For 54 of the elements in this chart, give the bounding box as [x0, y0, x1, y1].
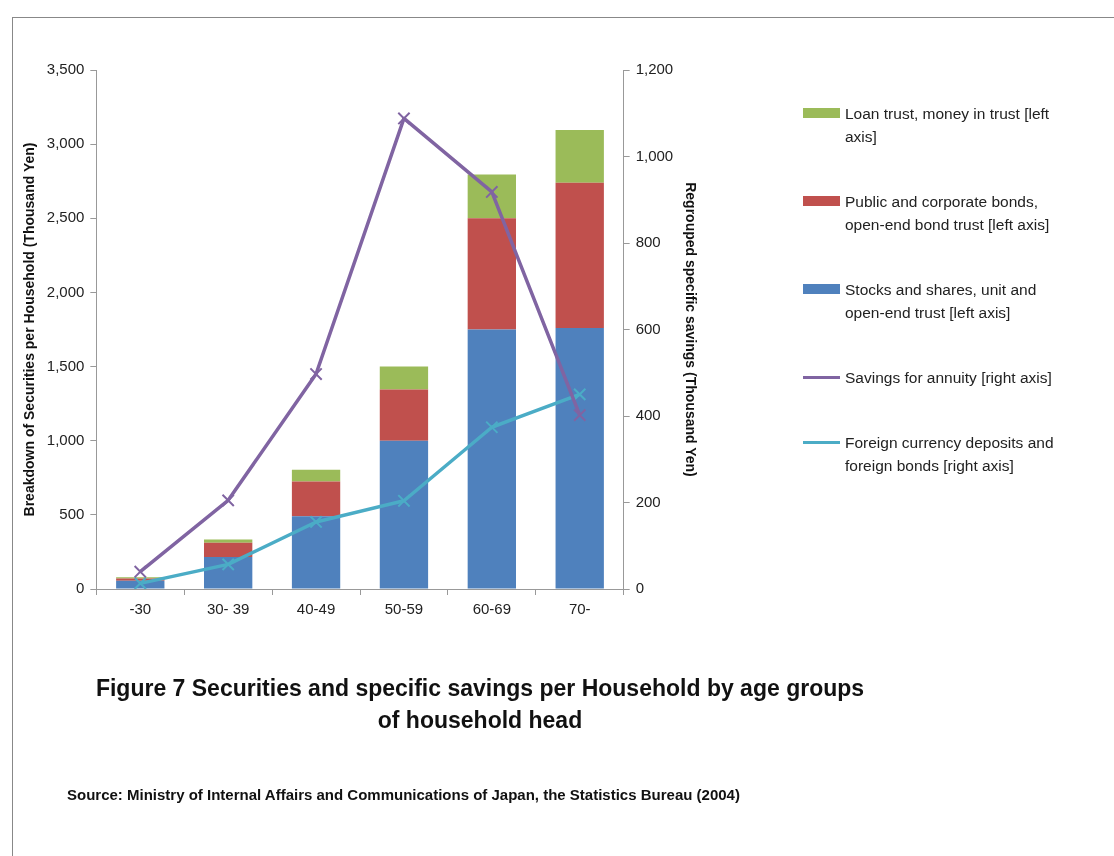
legend-label: Loan trust, money in trust [left axis]: [845, 105, 1050, 145]
y-axis-title: Breakdown of Securities per Household (Thousand Yen): [21, 142, 38, 517]
y-tick-label: 0: [75, 579, 85, 597]
point: [573, 387, 587, 402]
x-tick-label: 70-: [568, 600, 591, 618]
point: [397, 111, 411, 126]
text: Figure 7 Securities and specific savings per Household by age groups of household head: [95, 674, 865, 735]
y-tick-label: 2,500: [46, 208, 85, 226]
y-tick-label: 1,000: [46, 430, 85, 448]
legend-label: Foreign currency deposits and foreign bonds [right axis]: [845, 434, 1054, 474]
y-tick-label: 1,500: [46, 356, 85, 374]
bar: [467, 218, 516, 330]
bar: [291, 469, 341, 482]
x-tick-label: 40-49: [296, 600, 336, 618]
point: [309, 367, 323, 381]
y2-tick-label: 0: [635, 579, 645, 597]
bar: [291, 516, 341, 589]
bar: [379, 440, 429, 589]
y2-axis-title: Regrouped specific savings (Thousand Yen): [682, 182, 699, 477]
bar: [555, 130, 604, 183]
point: [133, 565, 147, 579]
y2-tick-label: 400: [635, 406, 661, 424]
point: [397, 494, 411, 508]
y-tick-label: 3,500: [46, 60, 85, 78]
point: [221, 557, 235, 571]
legend-label: Public and corporate bonds, open-end bond trust [left axis]: [845, 193, 1050, 233]
point: [485, 420, 499, 434]
y2-tick-label: 800: [635, 233, 661, 251]
x-tick-label: 30- 39: [206, 600, 250, 618]
point: [133, 576, 147, 589]
source-note: Source: Ministry of Internal Affairs and Communications of Japan, the Statistics Bureau (2004): [67, 786, 740, 803]
bar: [291, 481, 341, 517]
x-tick-label: 60-69: [472, 600, 512, 618]
y-tick-label: 2,000: [46, 282, 85, 300]
bar: [555, 328, 604, 589]
point: [221, 493, 235, 507]
legend-label: Savings for annuity [right axis]: [845, 369, 1052, 386]
bar: [467, 329, 516, 589]
legend-label: Stocks and shares, unit and open-end trust [left axis]: [845, 281, 1037, 321]
bar: [379, 389, 429, 441]
y2-tick-label: 200: [635, 492, 661, 510]
y-tick-label: 3,000: [46, 134, 85, 152]
bar: [204, 539, 253, 543]
y2-tick-label: 600: [635, 319, 661, 337]
x-tick-label: -30: [129, 600, 152, 618]
bar: [555, 182, 604, 329]
y-tick-label: 500: [59, 505, 85, 522]
bar: [379, 366, 429, 390]
point: [573, 408, 587, 422]
y2-tick-label: 1,200: [635, 60, 674, 78]
x-tick-label: 50-59: [384, 600, 424, 618]
point: [309, 515, 323, 529]
y2-tick-label: 1,000: [635, 146, 674, 164]
bar: [204, 542, 253, 558]
